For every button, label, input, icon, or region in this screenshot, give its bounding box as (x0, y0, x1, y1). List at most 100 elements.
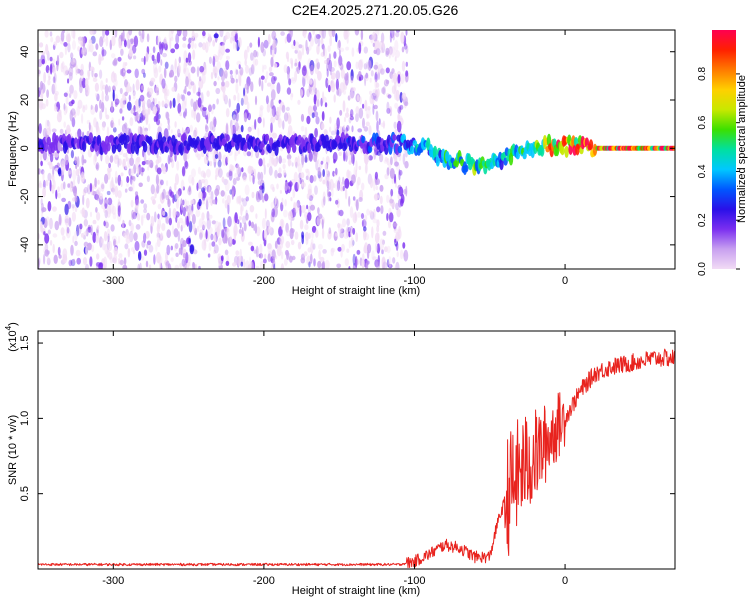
heatmap-noise-cell (103, 256, 108, 269)
heatmap-noise-cell (163, 67, 167, 79)
heatmap-noise-cell (273, 76, 278, 81)
heatmap-noise-cell (165, 215, 168, 224)
heatmap-noise-cell (240, 97, 244, 106)
heatmap-noise-cell (133, 105, 136, 112)
heatmap-noise-cell (172, 97, 176, 108)
heatmap-noise-cell (190, 66, 196, 74)
heatmap-noise-cell (47, 161, 52, 166)
heatmap-noise-cell (283, 258, 288, 266)
heatmap-noise-cell (240, 261, 244, 267)
heatmap-noise-cell (106, 126, 110, 139)
heatmap-noise-cell (75, 249, 81, 257)
x-tick-label: -300 (102, 575, 124, 587)
heatmap-noise-cell (131, 168, 135, 174)
heatmap-noise-cell (51, 173, 54, 182)
heatmap-noise-cell (330, 67, 335, 72)
heatmap-noise-cell (312, 30, 316, 36)
spectrogram-x-label: Height of straight line (km) (292, 285, 420, 297)
heatmap-noise-cell (46, 250, 50, 255)
heatmap-noise-cell (46, 257, 51, 266)
heatmap-noise-cell (157, 213, 160, 220)
heatmap-noise-cell (358, 59, 363, 71)
heatmap-noise-cell (246, 45, 250, 53)
heatmap-noise-cell (188, 174, 193, 184)
heatmap-noise-cell (156, 184, 160, 194)
heatmap-noise-cell (333, 60, 337, 68)
heatmap-noise-cell (398, 169, 401, 181)
heatmap-noise-cell (79, 83, 83, 94)
heatmap-noise-cell (232, 41, 236, 50)
heatmap-noise-cell (125, 127, 131, 137)
heatmap-ridge-cell (278, 134, 283, 142)
heatmap-noise-cell (80, 233, 85, 238)
heatmap-noise-cell (224, 70, 228, 79)
heatmap-noise-cell (188, 220, 193, 233)
heatmap-noise-cell (161, 165, 167, 172)
heatmap-noise-cell (274, 195, 277, 205)
heatmap-noise-cell (158, 65, 162, 73)
heatmap-noise-cell (99, 56, 104, 61)
heatmap-noise-cell (109, 202, 115, 214)
heatmap-noise-cell (110, 100, 114, 112)
heatmap-noise-cell (211, 107, 214, 115)
heatmap-noise-cell (175, 33, 180, 45)
heatmap-noise-cell (380, 32, 385, 44)
heatmap-noise-cell (240, 124, 244, 133)
heatmap-noise-cell (291, 162, 294, 167)
heatmap-noise-cell (183, 111, 186, 118)
heatmap-noise-cell (313, 94, 317, 105)
heatmap-noise-cell (197, 166, 201, 175)
heatmap-noise-cell (297, 155, 300, 167)
heatmap-noise-cell (259, 243, 263, 255)
heatmap-noise-cell (196, 91, 201, 97)
heatmap-noise-cell (257, 36, 260, 48)
heatmap-noise-cell (243, 222, 247, 232)
heatmap-noise-cell (367, 154, 370, 162)
heatmap-noise-cell (405, 70, 409, 77)
heatmap-noise-cell (340, 249, 343, 258)
heatmap-noise-cell (385, 79, 390, 85)
heatmap-noise-cell (317, 207, 320, 215)
heatmap-noise-cell (193, 129, 197, 138)
heatmap-noise-cell (282, 169, 287, 176)
heatmap-noise-cell (378, 118, 381, 126)
heatmap-noise-cell (196, 112, 201, 123)
heatmap-noise-cell (198, 86, 201, 98)
heatmap-noise-cell (194, 43, 197, 49)
heatmap-noise-cell (236, 60, 242, 66)
heatmap-noise-cell (186, 200, 190, 206)
heatmap-noise-cell (339, 82, 345, 93)
heatmap-noise-cell (205, 41, 209, 53)
heatmap-noise-cell (203, 63, 207, 76)
heatmap-ridge-cell (397, 145, 403, 154)
heatmap-noise-cell (52, 206, 57, 212)
heatmap-noise-cell (38, 168, 41, 175)
heatmap-noise-cell (192, 83, 196, 94)
heatmap-noise-cell (358, 42, 362, 54)
heatmap-noise-cell (217, 256, 222, 267)
heatmap-noise-cell (76, 105, 80, 116)
heatmap-noise-cell (74, 206, 78, 213)
heatmap-noise-cell (164, 103, 168, 109)
heatmap-noise-cell (227, 216, 232, 228)
heatmap-noise-cell (180, 94, 183, 100)
heatmap-noise-cell (394, 40, 399, 52)
heatmap-noise-cell (258, 189, 264, 201)
heatmap-noise-cell (119, 107, 124, 114)
heatmap-noise-cell (141, 161, 146, 166)
heatmap-noise-cell (140, 199, 145, 204)
heatmap-noise-cell (287, 114, 292, 125)
heatmap-noise-cell (114, 98, 120, 105)
heatmap-noise-cell (89, 30, 94, 35)
heatmap-noise-cell (213, 118, 217, 128)
heatmap-noise-cell (69, 84, 74, 96)
heatmap-noise-cell (236, 176, 240, 181)
heatmap-noise-cell (403, 188, 407, 195)
heatmap-noise-cell (269, 72, 274, 77)
heatmap-noise-cell (296, 66, 300, 75)
heatmap-noise-cell (182, 199, 185, 206)
heatmap-noise-cell (146, 175, 150, 183)
heatmap-noise-cell (354, 255, 358, 268)
heatmap-noise-cell (249, 205, 255, 213)
heatmap-noise-cell (386, 213, 389, 221)
